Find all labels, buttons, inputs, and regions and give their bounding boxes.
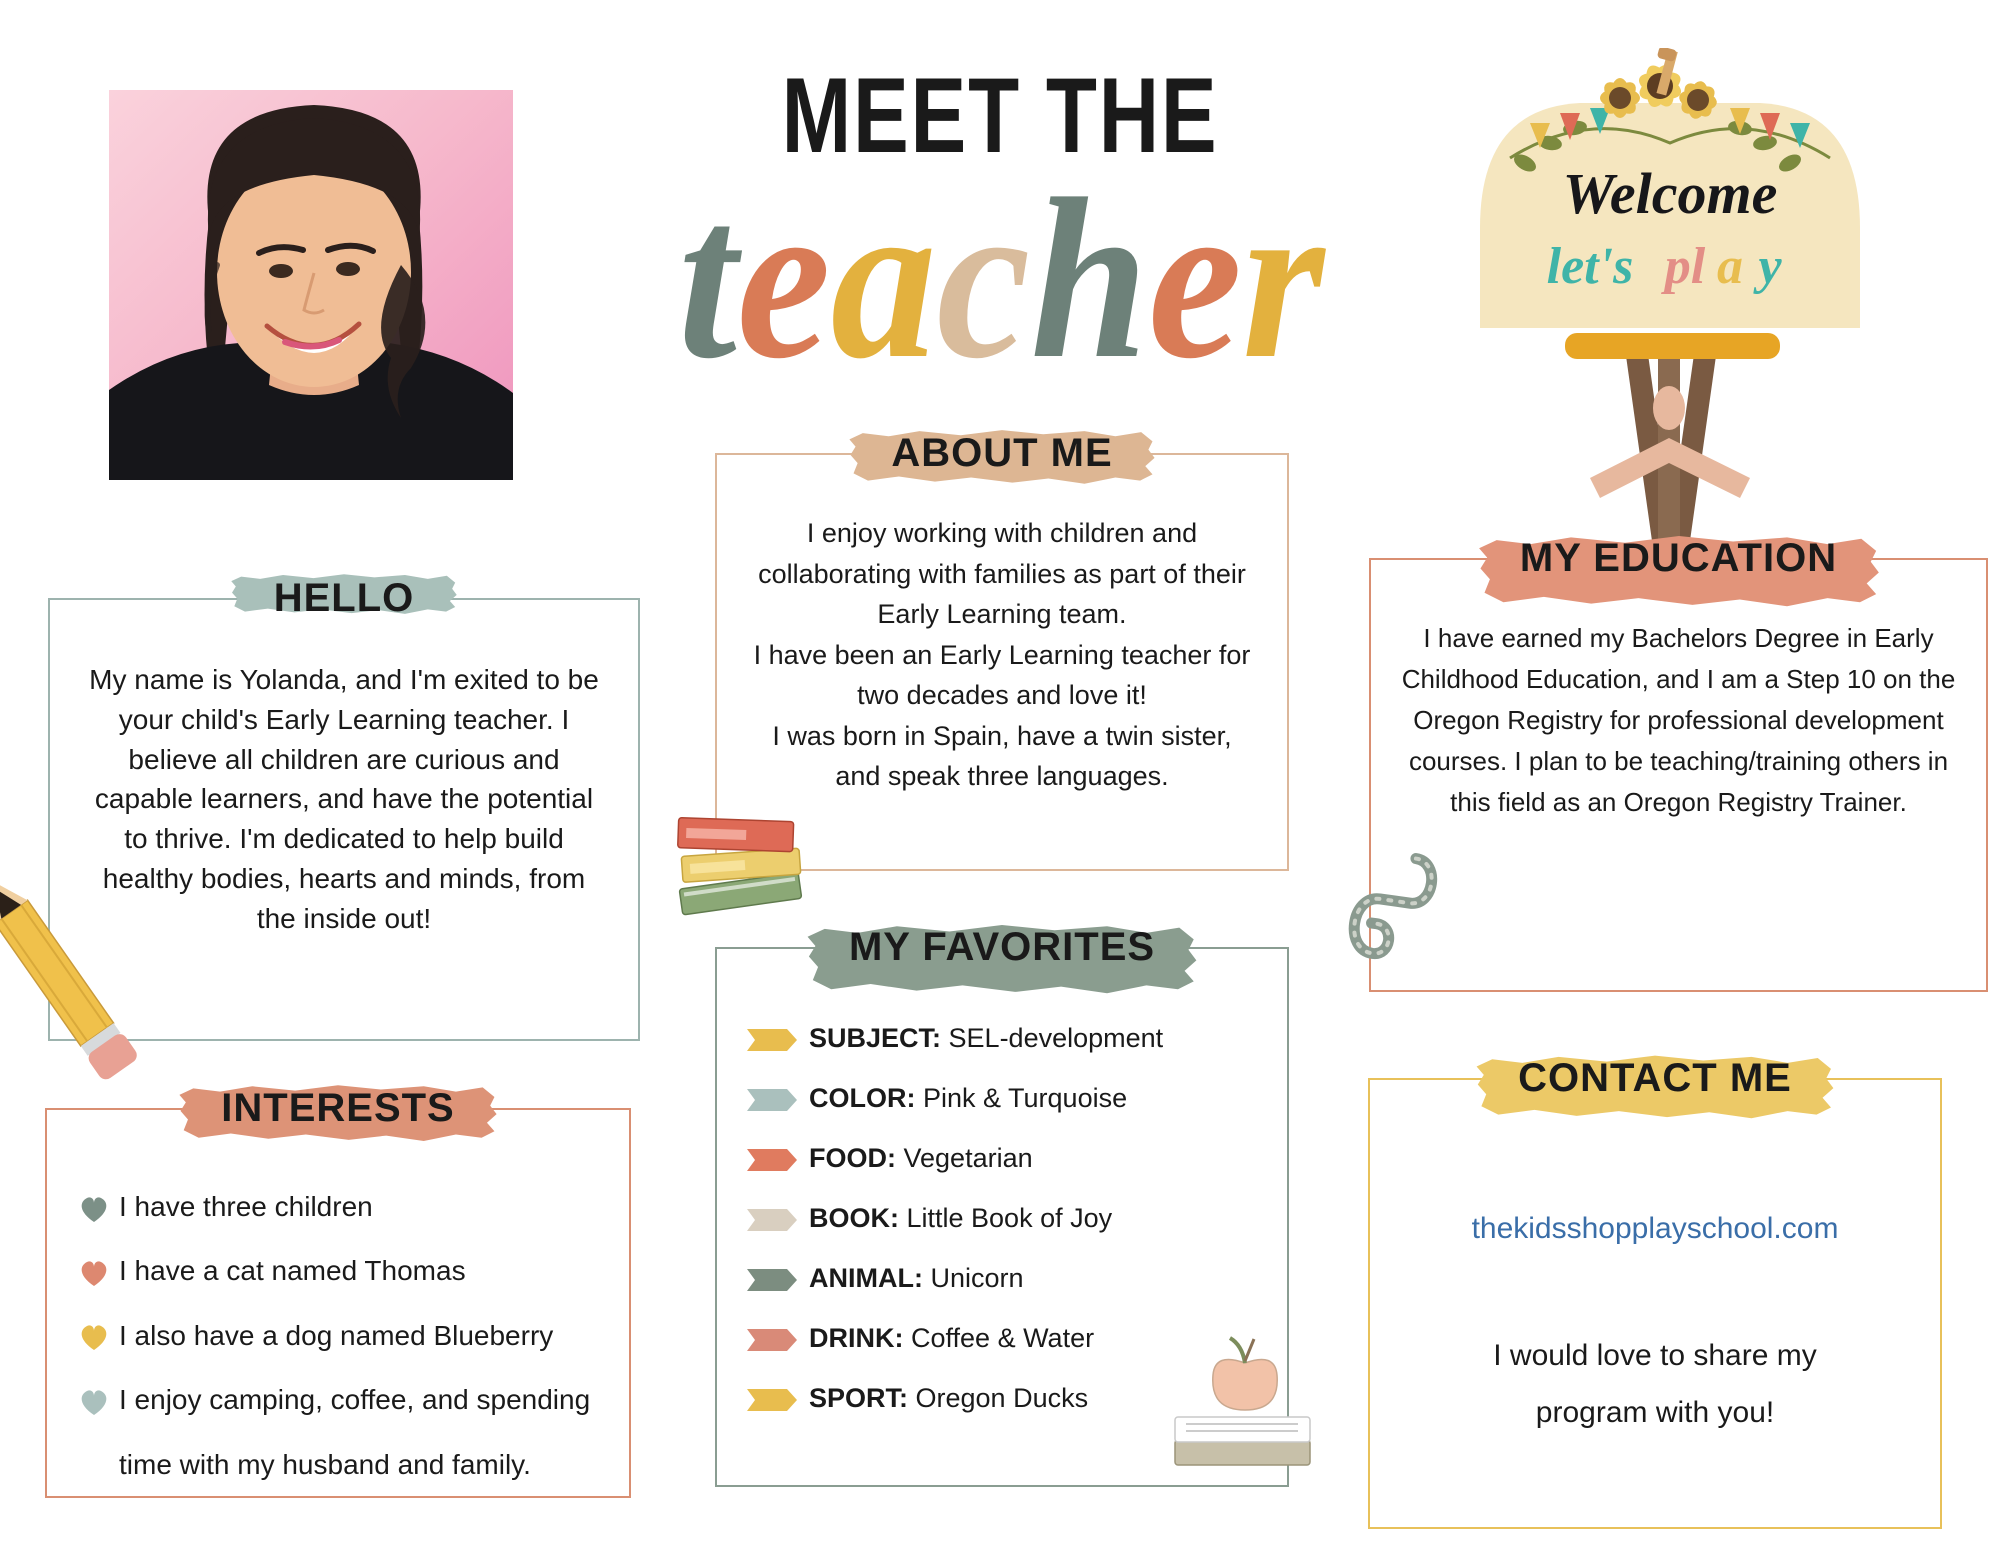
svg-text:let's: let's (1547, 238, 1634, 295)
svg-text:a: a (1717, 238, 1743, 295)
svg-text:Welcome: Welcome (1563, 161, 1778, 226)
svg-text:pl: pl (1661, 238, 1706, 295)
